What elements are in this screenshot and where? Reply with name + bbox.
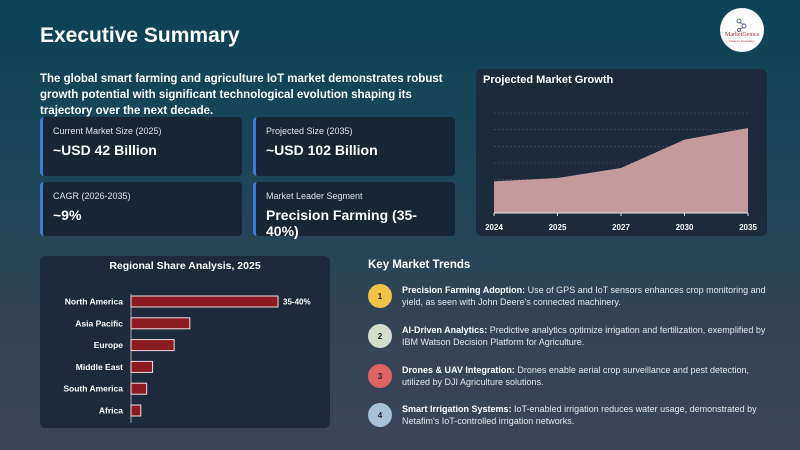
trend-heading: Drones & UAV Integration: bbox=[402, 365, 515, 375]
metric-label: Current Market Size (2025) bbox=[53, 126, 162, 136]
metric-label: Projected Size (2035) bbox=[266, 126, 353, 136]
bar-middle-east bbox=[130, 360, 154, 373]
x-tick-label: 2025 bbox=[549, 223, 567, 232]
regional-chart-panel: Regional Share Analysis, 2025 North Amer… bbox=[40, 256, 330, 428]
trend-item: 2 AI-Driven Analytics: Predictive analyti… bbox=[368, 324, 768, 348]
regional-chart: North America 35-40% Asia Pacific Europe Mid… bbox=[63, 294, 311, 423]
trend-description: Drones enable aerial crop surveillance a… bbox=[402, 365, 749, 387]
x-tick-label: 2035 bbox=[739, 223, 757, 232]
x-tick-label: 2027 bbox=[612, 223, 630, 232]
trend-heading: AI-Driven Analytics: bbox=[402, 325, 488, 335]
metric-card-cagr: CAGR (2026-2035) ~9% bbox=[40, 182, 242, 236]
metric-value: Precision Farming (35-40%) bbox=[266, 207, 417, 239]
category-label: Middle East bbox=[76, 362, 123, 372]
bar-asia-pacific bbox=[130, 317, 191, 330]
trend-number-badge: 1 bbox=[368, 284, 392, 308]
bar-north-america bbox=[130, 295, 279, 308]
metric-value: ~9% bbox=[53, 207, 82, 223]
trend-item: 3 Drones & UAV Integration: Drones enable… bbox=[368, 364, 768, 388]
bar-south-america bbox=[130, 382, 148, 395]
page-title: Executive Summary bbox=[40, 24, 240, 47]
bar-africa bbox=[130, 404, 142, 417]
category-label: North America bbox=[65, 297, 124, 307]
regional-chart-title: Regional Share Analysis, 2025 bbox=[109, 260, 261, 272]
bar-europe bbox=[130, 339, 175, 352]
trend-heading: Smart Irrigation Systems: bbox=[402, 404, 512, 414]
trend-text: Drones & UAV Integration: Drones enable … bbox=[402, 364, 768, 388]
trend-text: Precision Farming Adoption: Use of GPS a… bbox=[402, 284, 768, 308]
category-label: Africa bbox=[99, 406, 123, 416]
category-label: South America bbox=[63, 384, 123, 394]
intro-text: The global smart farming and agriculture… bbox=[40, 73, 443, 117]
logo-text: MarketGenics bbox=[725, 31, 759, 38]
growth-chart-title: Projected Market Growth bbox=[483, 74, 614, 86]
category-label: Europe bbox=[94, 340, 124, 350]
metric-label: Market Leader Segment bbox=[266, 191, 363, 201]
metric-label: CAGR (2026-2035) bbox=[53, 191, 131, 201]
data-label: 35-40% bbox=[283, 298, 311, 307]
metric-card-leader-segment: Market Leader Segment Precision Farming … bbox=[253, 182, 455, 239]
trend-description: IoT-enabled irrigation reduces water usa… bbox=[402, 404, 757, 426]
growth-chart: 2024 2025 2027 2030 2035 bbox=[485, 112, 757, 232]
network-icon bbox=[736, 18, 747, 32]
logo-subtext: Ideas to Innovation bbox=[729, 38, 755, 43]
trend-number-badge: 4 bbox=[368, 403, 392, 427]
trend-description: Use of GPS and IoT sensors enhances crop… bbox=[402, 285, 766, 307]
trend-item: 1 Precision Farming Adoption: Use of GPS … bbox=[368, 284, 768, 308]
metric-card-current-size: Current Market Size (2025) ~USD 42 Billi… bbox=[40, 117, 242, 176]
metric-value: ~USD 42 Billion bbox=[53, 142, 157, 158]
trend-description: Predictive analytics optimize irrigation… bbox=[402, 325, 766, 347]
trend-text: AI-Driven Analytics: Predictive analytic… bbox=[402, 324, 768, 348]
category-label: Asia Pacific bbox=[75, 318, 123, 328]
trend-number-badge: 3 bbox=[368, 364, 392, 388]
growth-chart-panel: Projected Market Growth 2024 2025 2027 2030… bbox=[476, 69, 767, 236]
trends-title: Key Market Trends bbox=[368, 259, 471, 271]
x-tick-label: 2030 bbox=[676, 223, 694, 232]
metric-value: ~USD 102 Billion bbox=[266, 142, 378, 158]
trend-heading: Precision Farming Adoption: bbox=[402, 285, 526, 295]
trend-text: Smart Irrigation Systems: IoT-enabled ir… bbox=[402, 403, 768, 427]
company-logo: MarketGenics Ideas to Innovation bbox=[720, 8, 764, 52]
growth-area bbox=[494, 128, 748, 213]
trend-number-badge: 2 bbox=[368, 324, 392, 348]
metric-card-projected-size: Projected Size (2035) ~USD 102 Billion bbox=[253, 117, 455, 176]
trend-item: 4 Smart Irrigation Systems: IoT-enabled i… bbox=[368, 403, 768, 427]
x-tick-label: 2024 bbox=[485, 223, 503, 232]
